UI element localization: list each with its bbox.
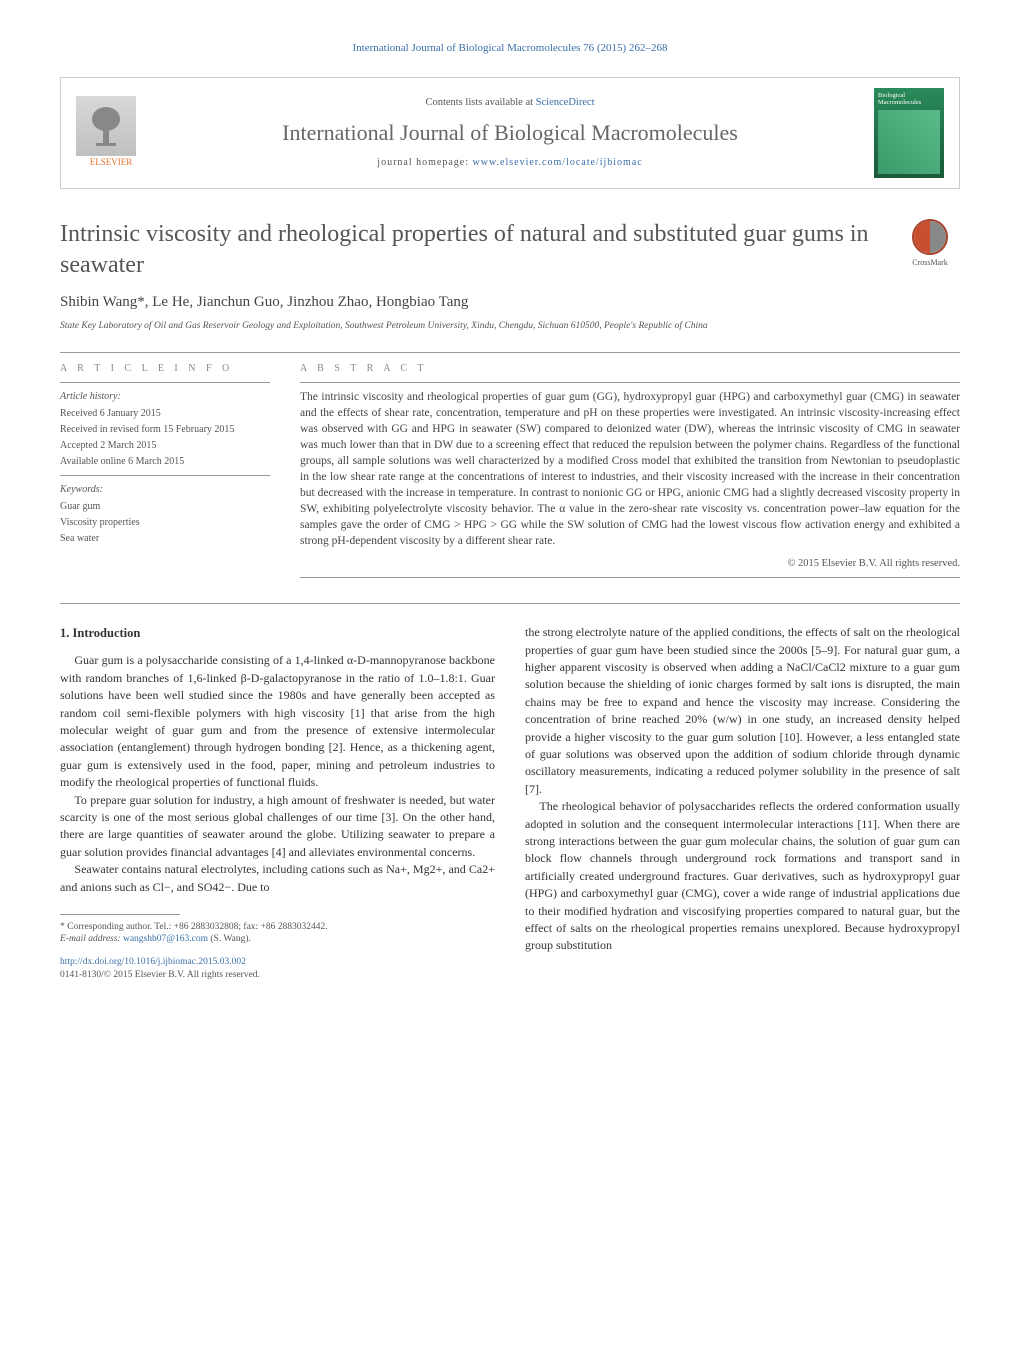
- email-line: E-mail address: wangshb07@163.com (S. Wa…: [60, 933, 495, 945]
- paragraph: Seawater contains natural electrolytes, …: [60, 861, 495, 896]
- body-columns: 1. Introduction Guar gum is a polysaccha…: [60, 624, 960, 983]
- left-column: 1. Introduction Guar gum is a polysaccha…: [60, 624, 495, 983]
- running-header: International Journal of Biological Macr…: [60, 40, 960, 57]
- paragraph: The rheological behavior of polysacchari…: [525, 798, 960, 955]
- crossmark-label: CrossMark: [900, 257, 960, 269]
- article-info-heading: A R T I C L E I N F O: [60, 361, 270, 376]
- online-date: Available online 6 March 2015: [60, 454, 270, 469]
- paragraph: To prepare guar solution for industry, a…: [60, 792, 495, 862]
- abstract-column: A B S T R A C T The intrinsic viscosity …: [300, 361, 960, 579]
- doi-link[interactable]: http://dx.doi.org/10.1016/j.ijbiomac.201…: [60, 957, 246, 967]
- article-info-column: A R T I C L E I N F O Article history: R…: [60, 361, 270, 579]
- keyword: Guar gum: [60, 499, 270, 514]
- corresponding-author: * Corresponding author. Tel.: +86 288303…: [60, 921, 495, 933]
- info-abstract-row: A R T I C L E I N F O Article history: R…: [60, 361, 960, 579]
- citation-link[interactable]: International Journal of Biological Macr…: [353, 42, 668, 54]
- journal-homepage: journal homepage: www.elsevier.com/locat…: [146, 155, 874, 170]
- journal-home-link[interactable]: www.elsevier.com/locate/ijbiomac: [473, 157, 643, 168]
- affiliation: State Key Laboratory of Oil and Gas Rese…: [60, 319, 960, 333]
- elsevier-logo-block: ELSEVIER: [76, 96, 146, 170]
- doi-block: http://dx.doi.org/10.1016/j.ijbiomac.201…: [60, 956, 495, 984]
- paragraph: Guar gum is a polysaccharide consisting …: [60, 652, 495, 791]
- paragraph: the strong electrolyte nature of the app…: [525, 624, 960, 798]
- abstract-heading: A B S T R A C T: [300, 361, 960, 376]
- authors-line: Shibin Wang*, Le He, Jianchun Guo, Jinzh…: [60, 291, 960, 314]
- journal-cover-thumb: Biological Macromolecules: [874, 88, 944, 178]
- crossmark-icon: [912, 219, 948, 255]
- divider: [60, 352, 960, 353]
- keyword: Viscosity properties: [60, 515, 270, 530]
- elsevier-tree-icon: [76, 96, 136, 156]
- received-date: Received 6 January 2015: [60, 406, 270, 421]
- journal-banner: ELSEVIER Contents lists available at Sci…: [60, 77, 960, 189]
- elsevier-label: ELSEVIER: [76, 156, 146, 170]
- section-heading: 1. Introduction: [60, 624, 495, 642]
- keyword: Sea water: [60, 531, 270, 546]
- divider: [60, 603, 960, 604]
- keywords-label: Keywords:: [60, 482, 270, 497]
- contents-available: Contents lists available at ScienceDirec…: [146, 95, 874, 111]
- title-row: Intrinsic viscosity and rheological prop…: [60, 219, 960, 281]
- sciencedirect-link[interactable]: ScienceDirect: [536, 97, 595, 108]
- right-column: the strong electrolyte nature of the app…: [525, 624, 960, 983]
- history-label: Article history:: [60, 389, 270, 404]
- email-link[interactable]: wangshb07@163.com: [123, 934, 208, 944]
- abstract-copyright: © 2015 Elsevier B.V. All rights reserved…: [300, 556, 960, 572]
- article-title: Intrinsic viscosity and rheological prop…: [60, 219, 880, 281]
- journal-center: Contents lists available at ScienceDirec…: [146, 95, 874, 171]
- issn-copyright: 0141-8130/© 2015 Elsevier B.V. All right…: [60, 970, 260, 980]
- journal-name: International Journal of Biological Macr…: [146, 116, 874, 149]
- accepted-date: Accepted 2 March 2015: [60, 438, 270, 453]
- cover-image-placeholder: [878, 110, 940, 174]
- revised-date: Received in revised form 15 February 201…: [60, 422, 270, 437]
- footnote-rule: [60, 914, 180, 915]
- crossmark-badge[interactable]: CrossMark: [900, 219, 960, 269]
- abstract-text: The intrinsic viscosity and rheological …: [300, 389, 960, 550]
